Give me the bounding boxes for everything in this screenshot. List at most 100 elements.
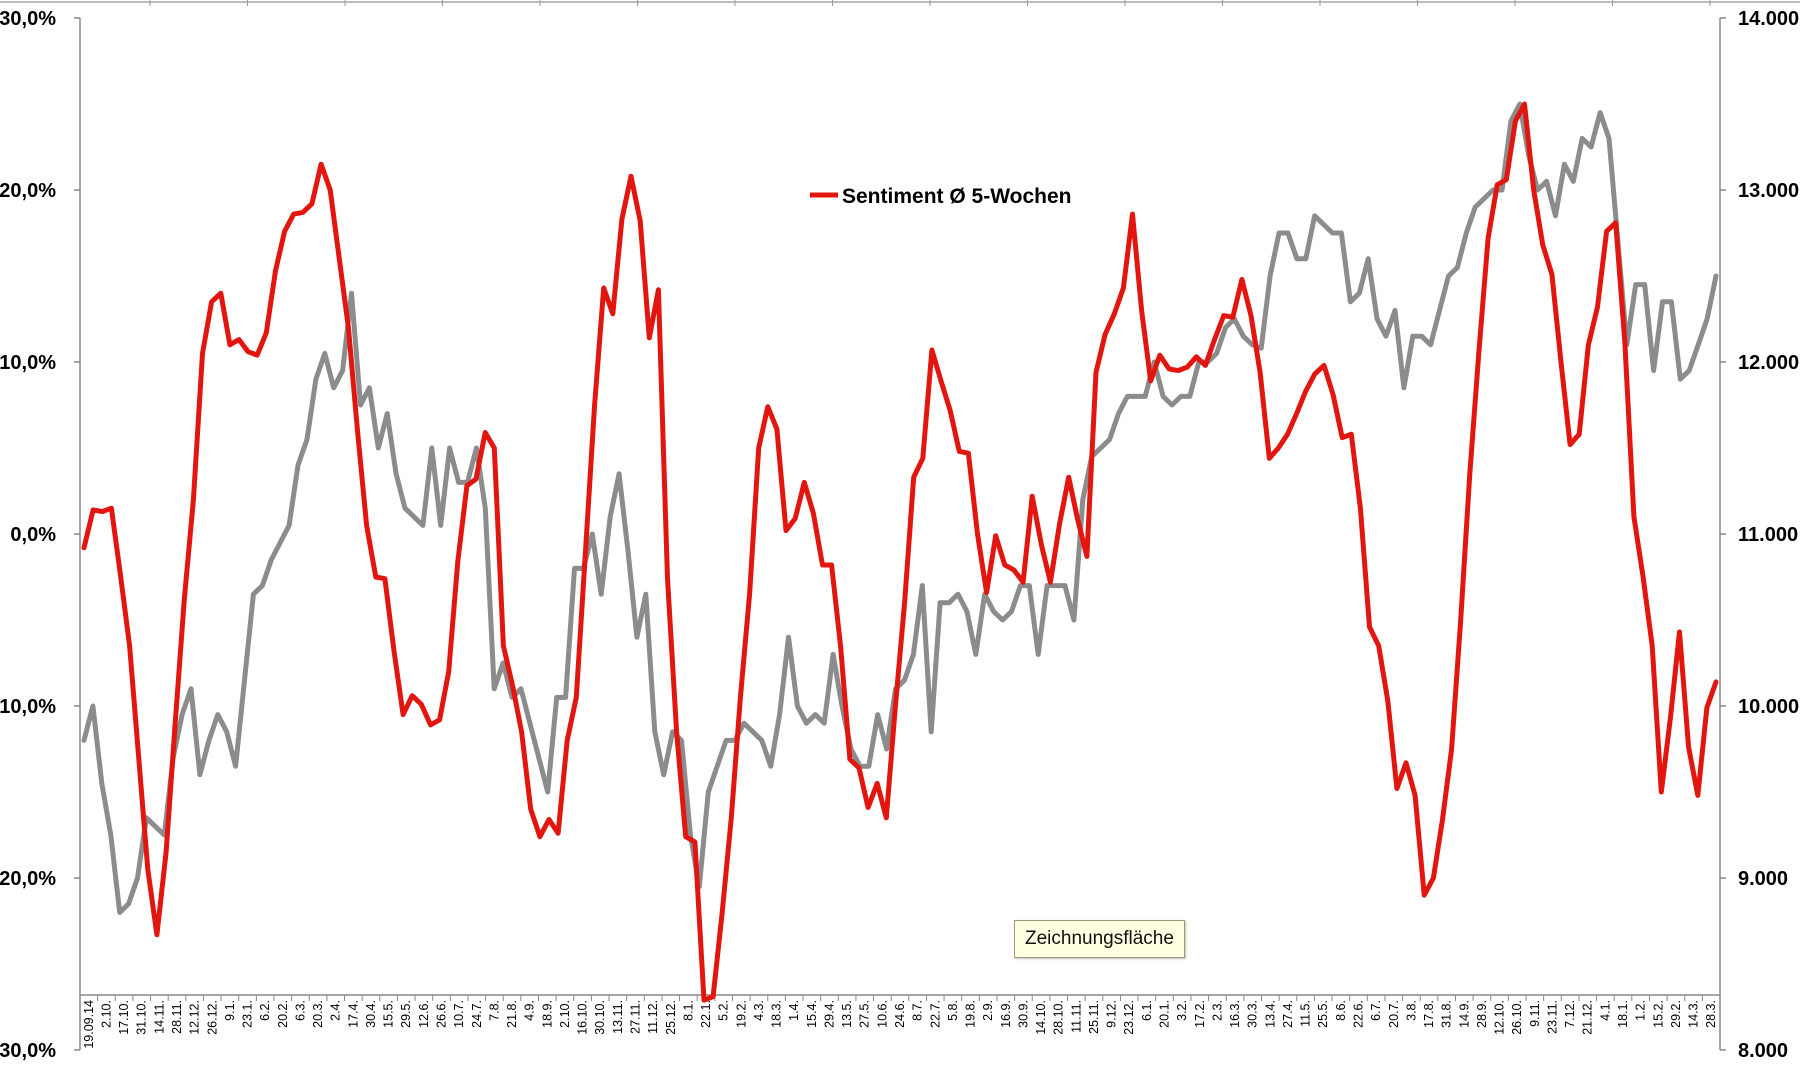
- x-tick-label: 2.10.: [558, 1000, 572, 1028]
- x-tick-label: 8.7.: [911, 1000, 925, 1021]
- x-tick-label: 22.1.: [699, 1000, 713, 1028]
- x-tick-label: 17.10.: [117, 1000, 131, 1035]
- x-tick-label: 13.4.: [1263, 1000, 1277, 1028]
- x-tick-label: 22.6.: [1351, 1000, 1365, 1028]
- x-tick-label: 17.4.: [346, 1000, 360, 1028]
- x-tick-label: 14.10.: [1034, 1000, 1048, 1035]
- x-tick-label: 14.3.: [1687, 1000, 1701, 1028]
- x-tick-label: 21.12.: [1581, 1000, 1595, 1035]
- x-tick-label: 6.2.: [258, 1000, 272, 1021]
- x-tick-label: 28.10.: [1052, 1000, 1066, 1035]
- x-tick-label: 25.11.: [1087, 1000, 1101, 1034]
- x-tick-label: 13.5.: [840, 1000, 854, 1028]
- x-tick-label: 29.5.: [399, 1000, 413, 1028]
- x-tick-label: 20.3.: [311, 1000, 325, 1028]
- x-tick-label: 16.9.: [999, 1000, 1013, 1028]
- x-tick-label: 9.11.: [1528, 1000, 1542, 1027]
- left-tick-label: -10,0%: [0, 696, 56, 718]
- x-tick-label: 3.8.: [1404, 1000, 1418, 1021]
- x-tick-label: 7.8.: [487, 1000, 501, 1021]
- x-tick-label: 29.2.: [1669, 1000, 1683, 1028]
- left-tick-label: -20,0%: [0, 868, 56, 890]
- plot-area-tooltip: Zeichnungsfläche: [1014, 920, 1185, 958]
- x-tick-label: 23.11.: [1545, 1000, 1559, 1034]
- x-tick-label: 6.1.: [1140, 1000, 1154, 1021]
- left-tick-label: 30,0%: [0, 8, 56, 30]
- x-tick-label: 1.4.: [787, 1000, 801, 1021]
- x-tick-label: 20.1.: [1158, 1000, 1172, 1028]
- x-tick-label: 14.9.: [1457, 1000, 1471, 1028]
- right-tick-label: 9.000: [1738, 868, 1788, 890]
- right-tick-label: 12.000: [1738, 352, 1799, 374]
- right-tick-label: 10.000: [1738, 696, 1799, 718]
- x-tick-label: 7.12.: [1563, 1000, 1577, 1028]
- x-tick-label: 13.11.: [611, 1000, 625, 1034]
- right-tick-label: 13.000: [1738, 180, 1799, 202]
- x-tick-label: 1.2.: [1634, 1000, 1648, 1021]
- x-tick-label: 30.10.: [593, 1000, 607, 1035]
- left-tick-label: -30,0%: [0, 1040, 56, 1062]
- x-tick-label: 2.3.: [1210, 1000, 1224, 1021]
- x-tick-label: 10.7.: [452, 1000, 466, 1028]
- x-tick-label: 11.12.: [646, 1000, 660, 1034]
- x-tick-label: 30.9.: [1016, 1000, 1030, 1028]
- x-tick-label: 22.7.: [928, 1000, 942, 1028]
- x-tick-label: 16.10.: [576, 1000, 590, 1035]
- x-tick-label: 30.4.: [364, 1000, 378, 1028]
- x-tick-label: 12.12.: [188, 1000, 202, 1035]
- x-tick-label: 19.2.: [734, 1000, 748, 1028]
- x-tick-label: 4.9.: [523, 1000, 537, 1021]
- right-tick-label: 8.000: [1738, 1040, 1788, 1062]
- x-tick-label: 15.4.: [805, 1000, 819, 1028]
- x-tick-label: 28.11.: [170, 1000, 184, 1034]
- x-tick-label: 24.7.: [470, 1000, 484, 1028]
- x-tick-label: 3.2.: [1175, 1000, 1189, 1021]
- right-tick-label: 14.000: [1738, 8, 1799, 30]
- x-tick-label: 10.6.: [875, 1000, 889, 1028]
- x-tick-label: 31.10.: [135, 1000, 149, 1035]
- x-tick-label: 6.3.: [293, 1000, 307, 1021]
- x-tick-label: 5.8.: [946, 1000, 960, 1021]
- x-tick-label: 9.12.: [1105, 1000, 1119, 1028]
- x-tick-label: 11.11.: [1069, 1000, 1083, 1033]
- x-tick-label: 11.5.: [1299, 1000, 1313, 1027]
- x-tick-label: 17.2.: [1193, 1000, 1207, 1028]
- x-tick-label: 18.1.: [1616, 1000, 1630, 1028]
- x-tick-label: 25.5.: [1316, 1000, 1330, 1028]
- x-tick-label: 28.9.: [1475, 1000, 1489, 1028]
- left-tick-label: 20,0%: [0, 180, 56, 202]
- x-tick-label: 27.5.: [858, 1000, 872, 1028]
- x-tick-label: 26.10.: [1510, 1000, 1524, 1035]
- x-tick-label: 27.4.: [1281, 1000, 1295, 1028]
- x-tick-label: 27.11.: [628, 1000, 642, 1034]
- x-tick-label: 19.8.: [964, 1000, 978, 1028]
- x-tick-label: 17.8.: [1422, 1000, 1436, 1028]
- x-tick-label: 29.4.: [822, 1000, 836, 1028]
- x-tick-label: 28.3.: [1704, 1000, 1718, 1028]
- x-tick-label: 4.1.: [1598, 1000, 1612, 1021]
- x-tick-label: 8.6.: [1334, 1000, 1348, 1021]
- x-tick-label: 24.6.: [893, 1000, 907, 1028]
- x-tick-label: 14.11.: [152, 1000, 166, 1034]
- x-tick-label: 26.12.: [205, 1000, 219, 1035]
- x-tick-label: 25.12.: [664, 1000, 678, 1035]
- x-tick-label: 18.9.: [540, 1000, 554, 1028]
- x-tick-label: 20.7.: [1387, 1000, 1401, 1028]
- x-tick-label: 15.2.: [1651, 1000, 1665, 1028]
- left-tick-label: 0,0%: [10, 524, 56, 546]
- x-tick-label: 18.3.: [770, 1000, 784, 1028]
- sentiment-line: [81, 101, 1719, 1003]
- x-tick-label: 9.1.: [223, 1000, 237, 1021]
- x-tick-label: 31.8.: [1440, 1000, 1454, 1028]
- x-tick-label: 2.4.: [329, 1000, 343, 1021]
- x-tick-label: 30.3.: [1246, 1000, 1260, 1028]
- x-tick-label: 16.3.: [1228, 1000, 1242, 1028]
- legend-label-sentiment: Sentiment Ø 5-Wochen: [842, 185, 1071, 208]
- x-tick-label: 23.12.: [1122, 1000, 1136, 1035]
- x-tick-label: 4.3.: [752, 1000, 766, 1021]
- x-tick-label: 15.5.: [382, 1000, 396, 1028]
- left-tick-label: 10,0%: [0, 352, 56, 374]
- legend: Sentiment Ø 5-Wochen: [810, 185, 1071, 208]
- x-tick-label: 2.9.: [981, 1000, 995, 1021]
